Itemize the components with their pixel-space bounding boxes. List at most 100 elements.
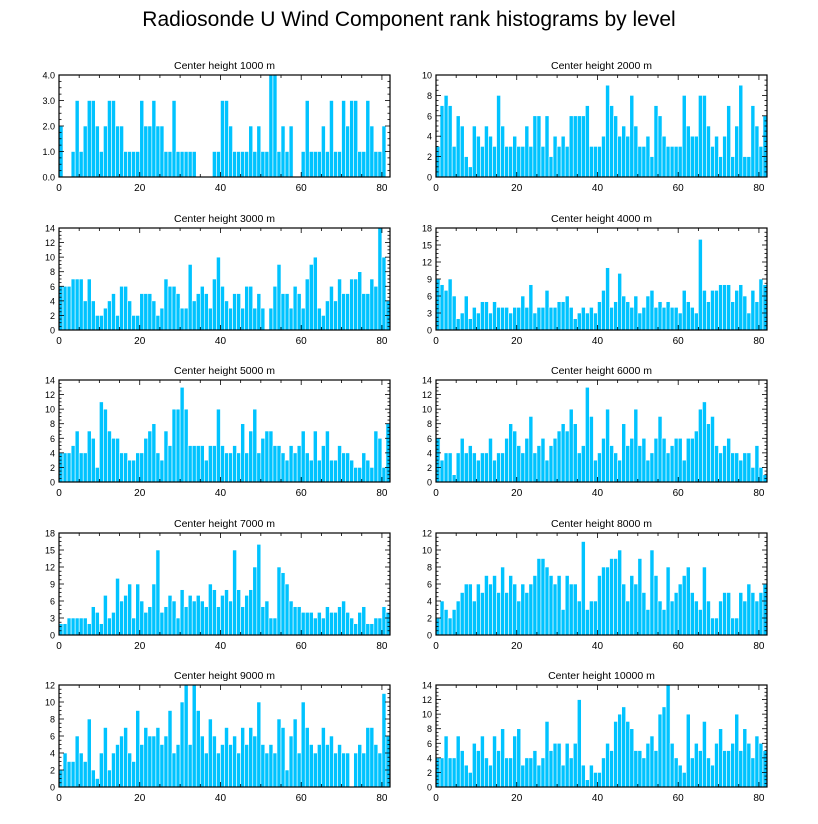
bar — [694, 600, 699, 636]
bar — [641, 307, 647, 331]
bar — [191, 300, 197, 331]
bar — [516, 445, 522, 483]
bar — [472, 742, 477, 788]
panel-8: Center height 8000 m 0 20 40 60 80 0 2 4 6 8 10 12 — [422, 518, 768, 652]
bar — [621, 295, 627, 331]
bar — [742, 156, 748, 178]
x-tick-label: 80 — [376, 488, 388, 499]
bar — [447, 757, 453, 788]
bar — [480, 735, 485, 788]
bar — [568, 115, 574, 178]
bar — [74, 100, 80, 178]
bar — [581, 307, 586, 331]
bar — [248, 727, 254, 788]
bar — [726, 592, 731, 636]
bar — [597, 575, 602, 636]
bar — [467, 583, 473, 636]
panel-title: Center height 10000 m — [548, 670, 655, 682]
bar — [240, 606, 245, 636]
bar — [183, 408, 189, 483]
bar — [147, 606, 153, 636]
bar — [476, 135, 481, 178]
bar — [381, 693, 387, 788]
bar — [381, 606, 387, 636]
x-tick-label: 40 — [215, 793, 227, 804]
bar — [742, 728, 748, 788]
bar — [572, 742, 578, 788]
bar — [236, 752, 241, 788]
bar — [232, 151, 237, 178]
bar — [730, 617, 736, 636]
bar — [171, 100, 177, 178]
bar — [127, 151, 132, 178]
bar — [694, 742, 699, 788]
bar — [455, 318, 461, 331]
x-tick-label: 40 — [592, 336, 604, 347]
bar — [585, 105, 590, 178]
bar — [601, 566, 606, 636]
bar — [284, 151, 290, 178]
bar — [463, 452, 469, 483]
bar — [617, 459, 622, 483]
bar — [256, 125, 262, 178]
bar — [240, 307, 245, 331]
bar — [726, 750, 731, 788]
bar — [576, 312, 582, 331]
bar — [248, 285, 254, 331]
bar — [480, 592, 485, 636]
bar — [673, 307, 679, 331]
bar — [706, 600, 711, 636]
bar — [738, 459, 744, 483]
bar — [292, 718, 298, 788]
bar — [107, 100, 112, 178]
bar — [528, 284, 534, 331]
bar — [524, 307, 530, 331]
bar — [750, 757, 756, 788]
bar — [280, 293, 286, 331]
bar — [520, 452, 526, 483]
bar — [504, 146, 509, 178]
bar — [329, 285, 334, 331]
panel-title: Center height 3000 m — [174, 213, 275, 225]
bar — [179, 589, 185, 636]
bar — [191, 151, 197, 178]
bar — [317, 459, 322, 483]
y-tick-label: 10 — [422, 546, 432, 556]
y-tick-label: 2 — [427, 768, 432, 778]
bar — [589, 416, 594, 483]
bar — [195, 445, 201, 483]
bar — [597, 301, 602, 331]
bar — [272, 752, 278, 788]
bar — [520, 583, 526, 636]
bar — [750, 592, 756, 636]
bar — [373, 617, 379, 636]
bar — [232, 293, 237, 331]
bar — [107, 300, 112, 331]
bar — [357, 612, 363, 636]
bar — [496, 95, 501, 178]
bar — [199, 600, 205, 636]
bar — [191, 684, 197, 788]
bar — [86, 278, 92, 331]
bar — [669, 445, 675, 483]
bar — [564, 742, 570, 788]
bar — [276, 151, 282, 178]
bar — [459, 125, 465, 178]
bar — [447, 617, 453, 636]
bar — [333, 459, 338, 483]
bar — [681, 772, 687, 788]
bar — [365, 727, 371, 788]
bar — [123, 151, 128, 178]
bar — [613, 452, 618, 483]
bar — [264, 151, 270, 178]
bar — [313, 617, 318, 636]
bar — [216, 151, 221, 178]
bar — [373, 430, 379, 483]
bar — [99, 315, 104, 331]
bar — [292, 285, 298, 331]
bar — [304, 278, 310, 331]
bar — [520, 295, 526, 331]
y-tick-label: 15 — [422, 241, 432, 251]
bars — [58, 684, 391, 788]
bar — [86, 718, 92, 788]
